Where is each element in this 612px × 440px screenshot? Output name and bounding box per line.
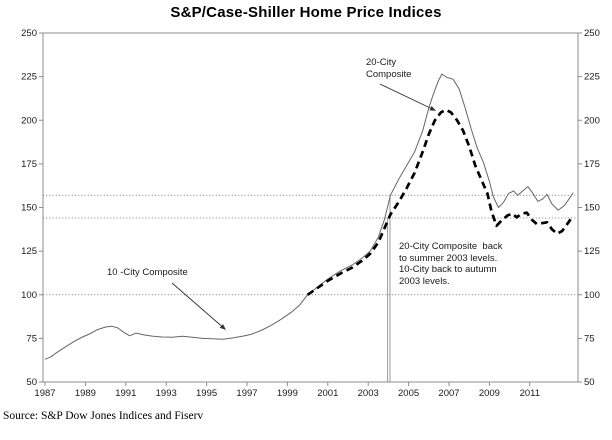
annotation-arrow-20-city [379,83,436,111]
source-note: Source: S&P Dow Jones Indices and Fiserv [3,410,204,422]
x-axis-label: 1995 [196,388,217,399]
y-axis-label-left: 50 [26,377,37,388]
y-axis-label-right: 75 [584,333,595,344]
y-axis-label-left: 150 [21,203,37,214]
y-axis-label-right: 125 [584,246,600,257]
y-axis-label-left: 75 [26,333,37,344]
y-axis-label-left: 125 [21,246,37,257]
series-20-city-composite-line [306,108,574,296]
x-axis-label: 2003 [358,388,379,399]
y-axis-label-left: 225 [21,72,37,83]
annotation-20-city-composite: 20-City Composite [366,57,412,80]
annotation-arrow-10-city [171,282,226,330]
y-axis-label-right: 150 [584,203,600,214]
y-axis-label-right: 175 [584,159,600,170]
y-axis-label-right: 50 [584,377,595,388]
series-10-city-composite-line [44,73,574,360]
x-axis-label: 2005 [398,388,419,399]
plot-frame [42,32,579,383]
x-axis-label: 2009 [479,388,500,399]
x-axis-label: 1999 [277,388,298,399]
x-axis-label: 2007 [438,388,459,399]
x-axis-label: 1989 [75,388,96,399]
x-axis-label: 1991 [115,388,136,399]
y-axis-label-left: 100 [21,290,37,301]
x-axis-label: 1993 [156,388,177,399]
x-axis-label: 2001 [317,388,338,399]
x-axis-label: 2011 [520,388,540,399]
y-axis-label-left: 250 [21,28,37,39]
x-axis-label: 1997 [236,388,257,399]
annotation-10-city-composite: 10 -City Composite [107,267,188,278]
x-axis-label: 1987 [34,388,55,399]
y-axis-label-left: 175 [21,159,37,170]
y-axis-label-right: 200 [584,115,600,126]
y-axis-label-right: 225 [584,72,600,83]
y-axis-label-right: 250 [584,28,600,39]
y-axis-label-left: 200 [21,115,37,126]
chart-title: S&P/Case-Shiller Home Price Indices [170,4,442,21]
y-axis-label-right: 100 [584,290,600,301]
annotation-2003-levels-note: 20-City Composite back to summer 2003 le… [399,241,503,287]
